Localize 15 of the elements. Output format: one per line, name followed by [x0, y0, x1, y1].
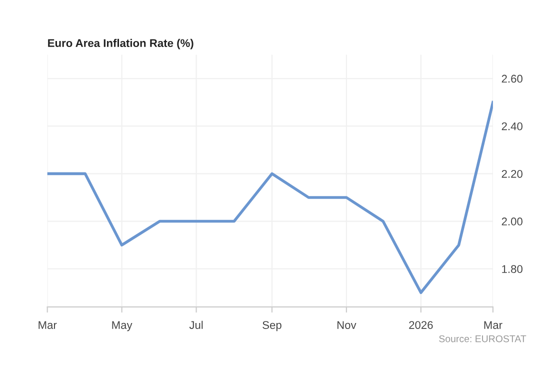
x-tick-label: Sep — [262, 321, 282, 332]
y-tick-label: 2.00 — [502, 218, 522, 226]
x-tick-label: Nov — [337, 321, 356, 329]
y-tick-label: 2.60 — [502, 74, 522, 83]
line-series — [47, 100, 493, 294]
x-tick-label: Jul — [189, 320, 203, 329]
x-tick-label: Mar — [484, 321, 502, 329]
x-tick-label: 2026 — [409, 321, 433, 329]
x-tick-label: May — [112, 321, 132, 332]
x-tick-label: Mar — [38, 321, 57, 329]
chart-title: Euro Area Inflation Rate (%) — [48, 38, 194, 50]
y-tick-label: 2.40 — [502, 122, 522, 130]
source-note: Source: EUROSTAT — [439, 335, 526, 342]
y-tick-label: 2.20 — [502, 170, 522, 178]
y-tick-label: 1.80 — [502, 265, 522, 274]
